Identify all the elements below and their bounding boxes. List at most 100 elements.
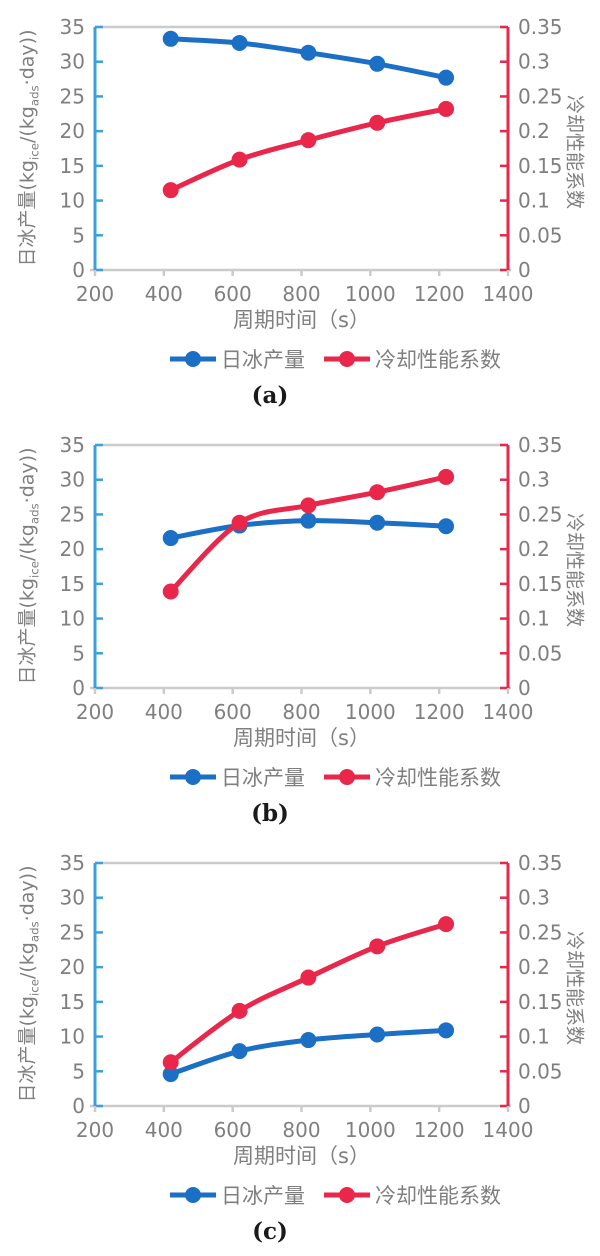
data-point (369, 514, 386, 531)
left-tick-label: 0 (72, 258, 85, 282)
legend: 日冰产量 冷却性能系数 (0, 1182, 600, 1208)
chart-b-caption: (b) (251, 800, 289, 827)
left-tick-label: 35 (60, 433, 85, 457)
legend-item-cop: 冷却性能系数 (323, 344, 501, 374)
x-tick-label: 200 (76, 1118, 114, 1142)
right-tick-label: 0.25 (518, 920, 563, 944)
left-tick-label: 15 (60, 572, 85, 596)
left-tick-label: 25 (60, 920, 85, 944)
chart-b-plot: 0 5 10 15 20 25 30 35 0 0.05 0.1 0.15 0.2 0.25 0.3 0.35… (60, 433, 563, 750)
data-point (300, 44, 317, 61)
left-tick-label: 35 (60, 15, 85, 39)
legend-marker-cop-icon (324, 769, 370, 785)
x-axis-title: 周期时间（s） (233, 726, 370, 750)
legend-item-ice: 日冰产量 (169, 344, 305, 374)
data-point (438, 468, 455, 485)
data-point (369, 938, 386, 955)
legend-item-ice: 日冰产量 (169, 1180, 305, 1210)
left-tick-label: 25 (60, 502, 85, 526)
left-tick-label: 20 (60, 537, 85, 561)
data-point (438, 69, 455, 86)
legend-dot (339, 351, 355, 367)
right-tick-label: 0.1 (518, 607, 550, 631)
legend-label-cop: 冷却性能系数 (375, 348, 501, 372)
chart-a-caption: (a) (251, 382, 289, 409)
right-tick-label: 0.3 (518, 886, 550, 910)
data-point (438, 1022, 455, 1039)
legend-label-cop: 冷却性能系数 (375, 766, 501, 790)
data-point (438, 518, 455, 535)
left-tick-label: 0 (72, 1094, 85, 1118)
chart-panel-a: 0 5 10 15 20 25 30 35 0 0.05 0.1 0.15 0.2 0.25 0.3 0.35… (0, 2, 600, 420)
data-point (300, 969, 317, 986)
legend-item-ice: 日冰产量 (169, 762, 305, 792)
legend-marker-ice-icon (170, 769, 216, 785)
right-tick-label: 0.15 (518, 572, 563, 596)
data-point (162, 1066, 179, 1083)
data-point (162, 182, 179, 199)
series-line-cop (168, 106, 449, 193)
right-tick-label: 0.05 (518, 641, 563, 665)
x-tick-label: 1000 (345, 700, 396, 724)
right-tick-label: 0.35 (518, 15, 563, 39)
chart-panel-b: 0 5 10 15 20 25 30 35 0 0.05 0.1 0.15 0.2 0.25 0.3 0.35… (0, 420, 600, 838)
x-axis-title: 周期时间（s） (233, 1144, 370, 1168)
left-tick-label: 15 (60, 990, 85, 1014)
right-tick-label: 0 (518, 1094, 531, 1118)
right-tick-label: 0.2 (518, 537, 550, 561)
left-tick-label: 5 (72, 641, 85, 665)
data-point (231, 514, 248, 531)
x-tick-label: 1400 (483, 282, 534, 306)
data-point (162, 583, 179, 600)
x-tick-label: 1200 (414, 282, 465, 306)
legend: 日冰产量 冷却性能系数 (0, 764, 600, 790)
legend-marker-cop-icon (324, 351, 370, 367)
right-tick-label: 0.35 (518, 851, 563, 875)
legend-marker-cop-icon (324, 1187, 370, 1203)
legend-dot (339, 769, 355, 785)
legend-label-ice: 日冰产量 (221, 766, 305, 790)
data-point (231, 1002, 248, 1019)
right-tick-label: 0 (518, 676, 531, 700)
data-point (300, 497, 317, 514)
left-tick-label: 25 (60, 84, 85, 108)
data-point (300, 1032, 317, 1049)
data-point (231, 151, 248, 168)
data-point (369, 484, 386, 501)
x-tick-label: 600 (214, 282, 252, 306)
data-point (369, 55, 386, 72)
data-point (438, 916, 455, 933)
right-tick-label: 0.25 (518, 502, 563, 526)
legend-item-cop: 冷却性能系数 (323, 762, 501, 792)
left-tick-label: 5 (72, 1059, 85, 1083)
x-tick-label: 400 (145, 1118, 183, 1142)
left-tick-label: 5 (72, 223, 85, 247)
legend-item-cop: 冷却性能系数 (323, 1180, 501, 1210)
data-point (300, 512, 317, 529)
right-tick-label: 0.3 (518, 468, 550, 492)
legend-label-ice: 日冰产量 (221, 1184, 305, 1208)
x-tick-label: 800 (282, 282, 320, 306)
x-tick-label: 1000 (345, 1118, 396, 1142)
series-line-cop (168, 474, 449, 594)
x-tick-label: 600 (214, 1118, 252, 1142)
x-tick-label: 800 (282, 1118, 320, 1142)
left-tick-label: 0 (72, 676, 85, 700)
data-point (162, 1054, 179, 1071)
left-tick-label: 10 (60, 607, 85, 631)
data-point (162, 530, 179, 547)
x-tick-label: 1400 (483, 1118, 534, 1142)
x-tick-label: 600 (214, 700, 252, 724)
legend-label-cop: 冷却性能系数 (375, 1184, 501, 1208)
left-tick-label: 30 (60, 886, 85, 910)
x-tick-label: 400 (145, 282, 183, 306)
right-tick-label: 0.1 (518, 1025, 550, 1049)
legend-dot (185, 351, 201, 367)
left-tick-label: 30 (60, 468, 85, 492)
chart-c-caption: (c) (252, 1218, 288, 1245)
x-tick-label: 200 (76, 282, 114, 306)
x-axis-title: 周期时间（s） (233, 308, 370, 332)
left-tick-label: 15 (60, 154, 85, 178)
legend-label-ice: 日冰产量 (221, 348, 305, 372)
